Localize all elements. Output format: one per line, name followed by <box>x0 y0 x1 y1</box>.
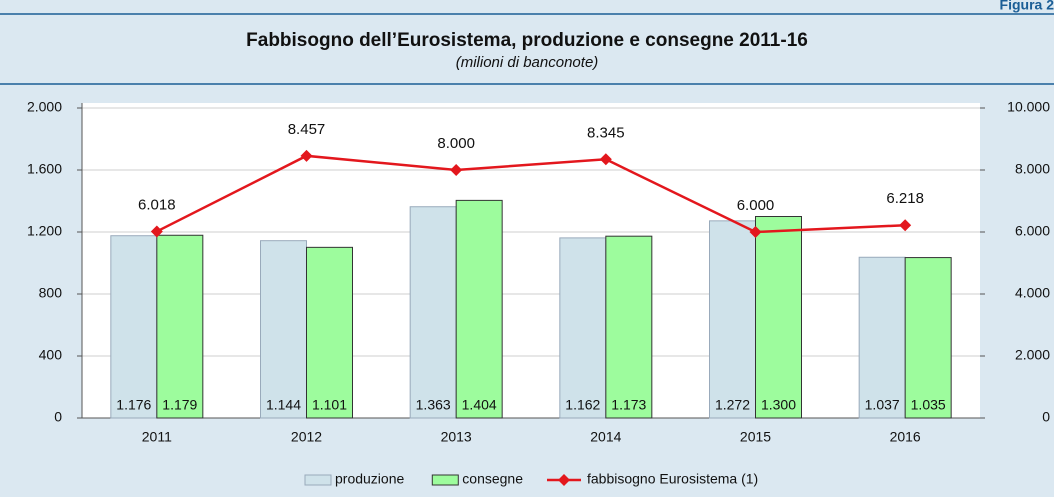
bar-value-label: 1.037 <box>865 397 900 413</box>
bar <box>110 235 158 419</box>
bar <box>709 220 756 419</box>
bar <box>306 246 353 419</box>
bar-value-label: 1.176 <box>116 397 151 413</box>
figure-label: Figura 2 <box>1000 0 1054 13</box>
legend-swatch <box>304 474 332 486</box>
line-value-label: 8.000 <box>437 135 475 152</box>
bar-value-label: 1.035 <box>911 397 946 413</box>
y-tick-label: 400 <box>39 347 63 363</box>
bar <box>755 216 802 419</box>
bar-value-label: 1.300 <box>761 397 796 413</box>
line-value-label: 8.457 <box>288 121 326 138</box>
bar-value-label: 1.173 <box>611 397 646 413</box>
line-value-label: 8.345 <box>587 124 625 141</box>
legend-swatch <box>431 474 459 486</box>
bar <box>409 206 457 419</box>
y-tick-label: 1.600 <box>27 161 62 177</box>
y2-tick-label: 0 <box>1042 409 1050 425</box>
y-tick-label: 1.200 <box>27 223 62 239</box>
chart-title: Fabbisogno dell’Eurosistema, produzione … <box>246 30 808 51</box>
bar <box>156 234 204 419</box>
line-marker <box>150 225 163 238</box>
line <box>156 154 906 234</box>
y-tick-label: 2.000 <box>27 99 62 115</box>
line-value-label: 6.018 <box>138 196 176 213</box>
bar-value-label: 1.162 <box>565 397 600 413</box>
bar <box>559 237 607 419</box>
y2-tick-label: 2.000 <box>1015 347 1050 363</box>
bar <box>858 256 906 419</box>
y2-tick-label: 8.000 <box>1015 161 1050 177</box>
x-tick-label: 2016 <box>890 429 921 445</box>
line-marker <box>749 226 762 238</box>
line-marker <box>300 149 313 162</box>
bar-value-label: 1.179 <box>162 397 197 413</box>
chart-subtitle: (milioni di banconote) <box>456 54 599 71</box>
bar-value-label: 1.101 <box>312 397 347 413</box>
bar <box>605 235 653 419</box>
x-tick-label: 2012 <box>291 429 322 445</box>
bar-value-label: 1.404 <box>462 397 497 413</box>
line-value-label: 6.000 <box>737 197 775 214</box>
x-tick-label: 2015 <box>740 429 771 445</box>
plot-area <box>82 103 980 418</box>
x-tick-label: 2013 <box>441 429 472 445</box>
bar-value-label: 1.144 <box>266 397 301 413</box>
x-tick-label: 2014 <box>590 429 621 445</box>
bar <box>260 240 307 419</box>
legend-label: consegne <box>462 471 523 487</box>
bar <box>455 199 503 419</box>
y2-tick-label: 4.000 <box>1015 285 1050 301</box>
bar <box>904 257 952 419</box>
line-marker <box>899 219 912 232</box>
legend-label: fabbisogno Eurosistema (1) <box>587 471 758 487</box>
legend-label: produzione <box>335 471 404 487</box>
y-tick-label: 800 <box>39 285 63 301</box>
bar-value-label: 1.363 <box>416 397 451 413</box>
legend-swatch <box>558 474 570 486</box>
y2-tick-label: 6.000 <box>1015 223 1050 239</box>
y2-tick-label: 10.000 <box>1007 99 1050 115</box>
y-tick-label: 0 <box>54 409 62 425</box>
line-marker <box>599 153 612 166</box>
bar-value-label: 1.272 <box>715 397 750 413</box>
line-marker <box>450 164 463 176</box>
x-tick-label: 2011 <box>142 429 172 445</box>
line-value-label: 6.218 <box>886 190 924 207</box>
